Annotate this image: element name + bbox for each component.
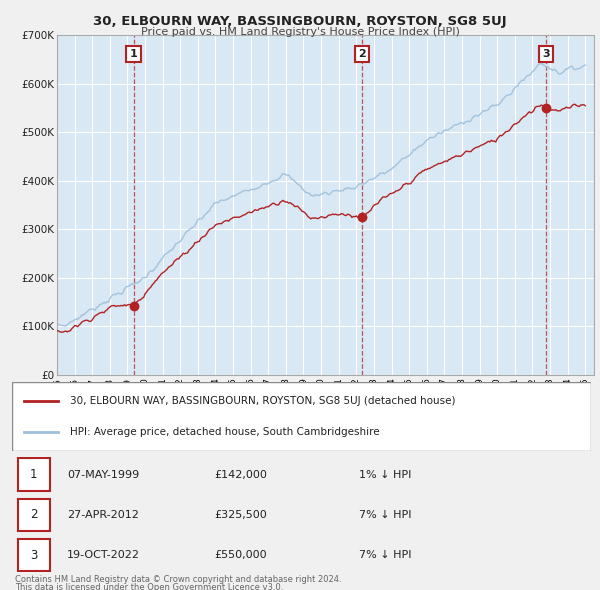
- Text: 3: 3: [30, 549, 37, 562]
- Text: Contains HM Land Registry data © Crown copyright and database right 2024.: Contains HM Land Registry data © Crown c…: [15, 575, 341, 584]
- Text: 30, ELBOURN WAY, BASSINGBOURN, ROYSTON, SG8 5UJ: 30, ELBOURN WAY, BASSINGBOURN, ROYSTON, …: [93, 15, 507, 28]
- Text: 2: 2: [30, 508, 37, 522]
- Text: £325,500: £325,500: [215, 510, 268, 520]
- Text: Price paid vs. HM Land Registry's House Price Index (HPI): Price paid vs. HM Land Registry's House …: [140, 27, 460, 37]
- Text: £142,000: £142,000: [215, 470, 268, 480]
- Text: 19-OCT-2022: 19-OCT-2022: [67, 550, 140, 560]
- Point: [541, 103, 551, 113]
- Text: This data is licensed under the Open Government Licence v3.0.: This data is licensed under the Open Gov…: [15, 583, 283, 590]
- Text: 07-MAY-1999: 07-MAY-1999: [67, 470, 139, 480]
- Text: 3: 3: [542, 49, 550, 59]
- Bar: [18, 458, 50, 491]
- Text: 1% ↓ HPI: 1% ↓ HPI: [359, 470, 412, 480]
- Text: £550,000: £550,000: [215, 550, 267, 560]
- Text: 2: 2: [358, 49, 366, 59]
- Text: 27-APR-2012: 27-APR-2012: [67, 510, 139, 520]
- Bar: [18, 499, 50, 531]
- Text: 1: 1: [130, 49, 137, 59]
- Bar: [18, 539, 50, 571]
- Text: 7% ↓ HPI: 7% ↓ HPI: [359, 550, 412, 560]
- Point: [357, 212, 367, 222]
- Text: HPI: Average price, detached house, South Cambridgeshire: HPI: Average price, detached house, Sout…: [70, 427, 380, 437]
- Point: [129, 301, 139, 310]
- Text: 30, ELBOURN WAY, BASSINGBOURN, ROYSTON, SG8 5UJ (detached house): 30, ELBOURN WAY, BASSINGBOURN, ROYSTON, …: [70, 396, 455, 407]
- Text: 7% ↓ HPI: 7% ↓ HPI: [359, 510, 412, 520]
- Text: 1: 1: [30, 468, 37, 481]
